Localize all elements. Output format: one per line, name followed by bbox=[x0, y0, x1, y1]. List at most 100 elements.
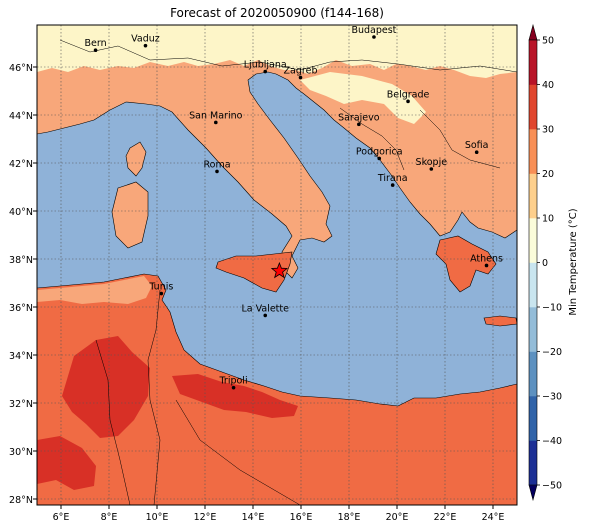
colorbar-tick-label: −20 bbox=[542, 347, 562, 358]
city-label: Vaduz bbox=[131, 34, 160, 45]
colorbar-segment bbox=[529, 40, 537, 85]
x-tick-label: 24°E bbox=[482, 512, 505, 523]
colorbar-segment bbox=[529, 440, 537, 486]
y-tick-label: 42°N bbox=[9, 159, 33, 170]
colorbar-segment bbox=[529, 396, 537, 441]
y-tick-label: 30°N bbox=[9, 447, 33, 458]
colorbar-tick-label: 10 bbox=[542, 214, 554, 225]
city-label: San Marino bbox=[189, 110, 242, 121]
y-tick-label: 46°N bbox=[9, 63, 33, 74]
colorbar-segment bbox=[529, 218, 537, 263]
y-tick-label: 28°N bbox=[9, 495, 33, 506]
colorbar-upper-extension bbox=[528, 23, 538, 41]
city-dot bbox=[484, 263, 489, 268]
star-icon bbox=[270, 261, 289, 279]
y-tick-label: 34°N bbox=[9, 351, 33, 362]
colorbar-label: Min Temperature (°C) bbox=[568, 208, 579, 315]
city-dot bbox=[357, 122, 361, 127]
sahara-hot-zone-west bbox=[62, 336, 150, 438]
city-label: Skopje bbox=[416, 157, 448, 168]
crete-island bbox=[483, 315, 517, 327]
event-star-marker bbox=[270, 261, 289, 279]
x-tick-label: 8°E bbox=[101, 512, 118, 523]
alps-cool-zone bbox=[37, 25, 517, 78]
city-dot bbox=[377, 156, 382, 161]
colorbar-tick-label: 40 bbox=[542, 80, 554, 91]
city-label: Zagreb bbox=[284, 66, 318, 77]
city-dot bbox=[263, 313, 268, 318]
colorbar-tick-label: 0 bbox=[542, 258, 548, 269]
north-africa-land bbox=[37, 273, 517, 505]
x-axis-ticks bbox=[60, 505, 494, 509]
colorbar-segment bbox=[529, 351, 537, 397]
sardinia-island bbox=[111, 181, 149, 249]
map-frame bbox=[36, 24, 518, 506]
city-dot bbox=[231, 385, 236, 390]
city-label: Tirana bbox=[377, 173, 408, 184]
sahara-hot-zone-center bbox=[172, 374, 298, 418]
sicily-island bbox=[215, 251, 293, 293]
colorbar-segment bbox=[529, 84, 537, 130]
city-label: Roma bbox=[203, 159, 230, 170]
city-label: Podgorica bbox=[356, 146, 403, 157]
x-tick-label: 16°E bbox=[290, 512, 313, 523]
y-tick-label: 40°N bbox=[9, 207, 33, 218]
city-label: Sofia bbox=[465, 140, 489, 151]
colorbar-tick-label: −10 bbox=[542, 303, 562, 314]
city-label: Bern bbox=[84, 38, 106, 49]
city-label: La Valette bbox=[241, 303, 289, 314]
map-title: Forecast of 2020050900 (f144-168) bbox=[170, 6, 384, 20]
colorbar-segment bbox=[529, 129, 537, 174]
y-tick-label: 44°N bbox=[9, 111, 33, 122]
colorbar-tick-label: 50 bbox=[542, 36, 554, 47]
x-tick-label: 22°E bbox=[434, 512, 457, 523]
city-dot bbox=[474, 150, 479, 154]
colorbar-tick-label: 20 bbox=[542, 169, 554, 180]
colorbar-segment bbox=[529, 307, 537, 352]
corsica-island bbox=[125, 141, 147, 177]
greece-south bbox=[435, 235, 497, 293]
colorbar-tick-label: −30 bbox=[542, 392, 562, 403]
city-dot bbox=[372, 35, 376, 39]
colorbar: 50 40 30 20 10 0 −10 −20 −30 −40 −50 Min Temperatu… bbox=[528, 23, 579, 502]
y-tick-label: 36°N bbox=[9, 303, 33, 314]
city-dot bbox=[406, 99, 410, 104]
city-dot bbox=[390, 183, 395, 187]
city-dot bbox=[215, 169, 219, 174]
city-label: Sarajevo bbox=[338, 112, 380, 123]
city-dot bbox=[263, 69, 268, 74]
colorbar-tick-label: −40 bbox=[542, 436, 562, 447]
y-axis-ticks bbox=[33, 66, 37, 500]
x-tick-label: 20°E bbox=[386, 512, 409, 523]
x-tick-label: 18°E bbox=[338, 512, 361, 523]
city-dot bbox=[298, 75, 303, 80]
algeria-coast-band bbox=[37, 276, 152, 304]
colorbar-tick-label: 30 bbox=[542, 125, 554, 136]
city-dot bbox=[429, 167, 434, 171]
colorbar-lower-extension bbox=[528, 484, 538, 502]
y-tick-label: 32°N bbox=[9, 399, 33, 410]
city-label: Budapest bbox=[351, 25, 396, 36]
city-dot bbox=[214, 120, 218, 125]
city-label: Tripoli bbox=[219, 376, 248, 387]
city-label: Tunis bbox=[148, 282, 173, 293]
colorbar-tick-label: −50 bbox=[542, 481, 562, 492]
gridlines bbox=[37, 25, 517, 505]
city-label: Belgrade bbox=[387, 89, 430, 100]
x-tick-label: 14°E bbox=[242, 512, 265, 523]
sahara-hot-zone-south bbox=[37, 436, 96, 490]
x-tick-label: 6°E bbox=[53, 512, 70, 523]
country-borders bbox=[59, 39, 517, 505]
colorbar-segment bbox=[529, 262, 537, 308]
colorbar-segment bbox=[529, 173, 537, 219]
city-dot bbox=[159, 291, 164, 296]
city-dot bbox=[143, 43, 148, 48]
balkan-cool-zone bbox=[300, 72, 426, 124]
city-label: Athens bbox=[470, 253, 503, 264]
city-dot bbox=[93, 48, 98, 52]
x-tick-label: 12°E bbox=[194, 512, 217, 523]
y-tick-label: 38°N bbox=[9, 255, 33, 266]
x-tick-label: 10°E bbox=[146, 512, 169, 523]
